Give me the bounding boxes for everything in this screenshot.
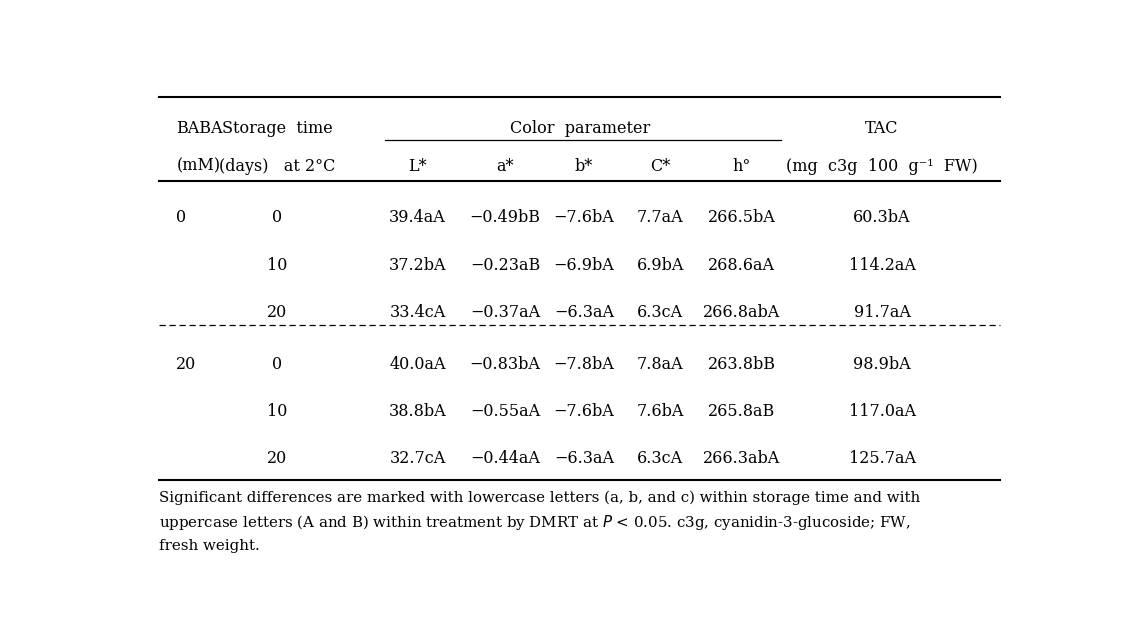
Text: 32.7cA: 32.7cA bbox=[389, 450, 446, 467]
Text: 266.8abA: 266.8abA bbox=[703, 304, 780, 322]
Text: 7.8aA: 7.8aA bbox=[637, 356, 683, 373]
Text: −7.6bA: −7.6bA bbox=[554, 403, 614, 421]
Text: 98.9bA: 98.9bA bbox=[853, 356, 910, 373]
Text: 40.0aA: 40.0aA bbox=[389, 356, 446, 373]
Text: −0.55aA: −0.55aA bbox=[470, 403, 541, 421]
Text: 20: 20 bbox=[267, 304, 287, 322]
Text: h°: h° bbox=[733, 157, 751, 175]
Text: (mM): (mM) bbox=[176, 157, 221, 175]
Text: 20: 20 bbox=[267, 450, 287, 467]
Text: −6.9bA: −6.9bA bbox=[554, 257, 614, 274]
Text: TAC: TAC bbox=[865, 121, 899, 137]
Text: 37.2bA: 37.2bA bbox=[389, 257, 447, 274]
Text: 6.3cA: 6.3cA bbox=[637, 450, 683, 467]
Text: BABA: BABA bbox=[176, 121, 223, 137]
Text: −0.83bA: −0.83bA bbox=[469, 356, 541, 373]
Text: 10: 10 bbox=[267, 403, 287, 421]
Text: −0.44aA: −0.44aA bbox=[470, 450, 541, 467]
Text: a*: a* bbox=[497, 157, 513, 175]
Text: Significant differences are marked with lowercase letters (a, b, and c) within s: Significant differences are marked with … bbox=[158, 491, 921, 505]
Text: 263.8bB: 263.8bB bbox=[708, 356, 776, 373]
Text: 266.5bA: 266.5bA bbox=[708, 209, 776, 227]
Text: 6.9bA: 6.9bA bbox=[637, 257, 684, 274]
Text: −0.49bB: −0.49bB bbox=[469, 209, 541, 227]
Text: 38.8bA: 38.8bA bbox=[389, 403, 447, 421]
Text: 117.0aA: 117.0aA bbox=[848, 403, 915, 421]
Text: 266.3abA: 266.3abA bbox=[703, 450, 780, 467]
Text: 7.7aA: 7.7aA bbox=[637, 209, 683, 227]
Text: 10: 10 bbox=[267, 257, 287, 274]
Text: C*: C* bbox=[650, 157, 671, 175]
Text: 39.4aA: 39.4aA bbox=[389, 209, 446, 227]
Text: uppercase letters (A and B) within treatment by DMRT at $\it{P}$ < 0.05. c3g, cy: uppercase letters (A and B) within treat… bbox=[158, 514, 910, 532]
Text: 114.2aA: 114.2aA bbox=[848, 257, 915, 274]
Text: 0: 0 bbox=[273, 209, 283, 227]
Text: 0: 0 bbox=[273, 356, 283, 373]
Text: (mg  c3g  100  g⁻¹  FW): (mg c3g 100 g⁻¹ FW) bbox=[786, 157, 978, 175]
Text: 33.4cA: 33.4cA bbox=[389, 304, 446, 322]
Text: 125.7aA: 125.7aA bbox=[848, 450, 915, 467]
Text: −7.8bA: −7.8bA bbox=[554, 356, 614, 373]
Text: −0.23aB: −0.23aB bbox=[470, 257, 541, 274]
Text: fresh weight.: fresh weight. bbox=[158, 539, 260, 553]
Text: 265.8aB: 265.8aB bbox=[708, 403, 776, 421]
Text: Color  parameter: Color parameter bbox=[509, 121, 650, 137]
Text: −7.6bA: −7.6bA bbox=[554, 209, 614, 227]
Text: −0.37aA: −0.37aA bbox=[470, 304, 541, 322]
Text: (days)   at 2°C: (days) at 2°C bbox=[219, 157, 336, 175]
Text: −6.3aA: −6.3aA bbox=[554, 304, 614, 322]
Text: 6.3cA: 6.3cA bbox=[637, 304, 683, 322]
Text: 20: 20 bbox=[176, 356, 197, 373]
Text: L*: L* bbox=[408, 157, 426, 175]
Text: 91.7aA: 91.7aA bbox=[854, 304, 910, 322]
Text: 0: 0 bbox=[176, 209, 187, 227]
Text: 268.6aA: 268.6aA bbox=[708, 257, 775, 274]
Text: b*: b* bbox=[575, 157, 593, 175]
Text: Storage  time: Storage time bbox=[222, 121, 333, 137]
Text: 60.3bA: 60.3bA bbox=[853, 209, 910, 227]
Text: −6.3aA: −6.3aA bbox=[554, 450, 614, 467]
Text: 7.6bA: 7.6bA bbox=[637, 403, 684, 421]
